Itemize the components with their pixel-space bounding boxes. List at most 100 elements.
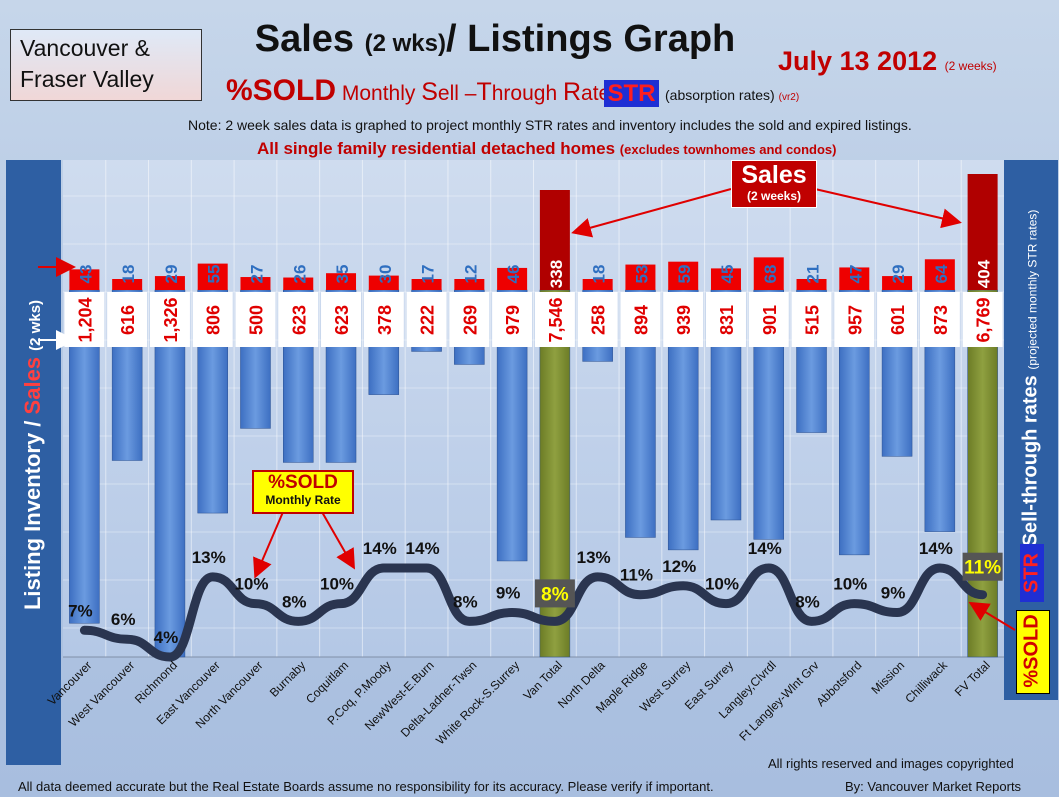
region-box: Vancouver & Fraser Valley — [10, 29, 202, 101]
category-label: White Rock-S.Surrey — [433, 658, 522, 747]
inventory-label-box — [620, 292, 661, 347]
subtitle-pct: %SOLD — [226, 74, 337, 107]
sold-rate-label: 14% — [363, 539, 397, 558]
sold-rate-label: 7% — [68, 601, 93, 620]
inventory-value-label: 222 — [418, 305, 438, 335]
sold-rate-label: 14% — [919, 539, 953, 558]
sales-bar — [154, 276, 185, 290]
inventory-value-label: 7,546 — [546, 297, 566, 342]
inventory-label-box — [791, 292, 832, 347]
sales-bar — [582, 279, 613, 290]
sales-value-label: 29 — [889, 265, 908, 284]
inventory-value-label: 831 — [717, 305, 737, 335]
sales-bar — [69, 269, 100, 290]
inventory-label-box — [577, 292, 618, 347]
inventory-label-box — [705, 292, 746, 347]
inventory-value-label: 873 — [931, 305, 951, 335]
sales-bar — [368, 275, 399, 290]
sales-callout-arrow-2 — [814, 188, 962, 229]
title-main: Sales — [254, 18, 355, 60]
inventory-value-label: 500 — [246, 305, 266, 335]
methodology-note: Note: 2 week sales data is graphed to pr… — [188, 117, 912, 133]
sales-value-label: 338 — [547, 260, 566, 288]
sold-rate-label: 10% — [833, 575, 867, 594]
sold-rate-label: 8% — [282, 592, 307, 611]
inventory-label-box — [663, 292, 704, 347]
sold-rate-label: 10% — [705, 575, 739, 594]
region-line-1: Vancouver & — [20, 35, 150, 61]
inventory-value-label: 901 — [760, 305, 780, 335]
sales-bar — [539, 190, 570, 290]
subtitle-r: R — [562, 78, 582, 106]
subtitle-t: T — [476, 78, 492, 106]
inventory-label-box — [962, 292, 1003, 347]
sold-rate-callout: %SOLD Monthly Rate — [252, 470, 354, 514]
inventory-label-box — [149, 292, 190, 347]
sales-callout-arrow-1 — [571, 188, 732, 238]
inventory-label-box — [107, 292, 148, 347]
sales-value-label: 18 — [119, 265, 138, 284]
sold-rate-label: 4% — [154, 628, 179, 647]
sold-rate-label: 10% — [234, 575, 268, 594]
category-label: Abbotsford — [813, 658, 864, 709]
disclaimer: All data deemed accurate but the Real Es… — [18, 779, 714, 794]
sales-bar — [411, 279, 442, 290]
str-badge: STR — [604, 80, 659, 107]
inventory-label-box — [449, 292, 490, 347]
sales-bars — [69, 174, 998, 290]
subtitle-c: hrough — [491, 82, 558, 105]
category-label: Ft Langley-Wlnt Grv — [736, 658, 821, 743]
left-axis-panel — [6, 160, 61, 765]
category-label: Mission — [869, 658, 908, 697]
annotation-arrows — [38, 188, 1016, 631]
sold-rate-labels: 7% 6% 4% 13% 10% 8% 10% 14% 14% 8% 9% 8% 13% 11% 12% 10… — [68, 539, 1003, 647]
sold-total-label: 8% — [541, 584, 569, 605]
sales-bar — [710, 268, 741, 290]
absorption-version: (vr2) — [778, 92, 800, 103]
scope-exclusion: (excludes townhomes and condos) — [619, 142, 837, 157]
subtitle-a: Monthly — [341, 82, 416, 105]
inventory-value-label: 1,204 — [75, 297, 95, 342]
sales-value-label: 35 — [333, 265, 352, 284]
sold-rate-label: 13% — [577, 548, 611, 567]
category-label: Delta-Ladner-Twsn — [398, 658, 480, 740]
category-label: Burnaby — [267, 658, 309, 700]
sold-rate-label: 12% — [662, 557, 696, 576]
sales-callout: Sales (2 weeks) — [731, 160, 817, 208]
inventory-value-label: 601 — [888, 305, 908, 335]
sold-rate-label: 8% — [453, 592, 478, 611]
scope-note: All single family residential detached h… — [257, 139, 837, 159]
inventory-value-label: 979 — [503, 305, 523, 335]
inventory-label-box — [834, 292, 875, 347]
inventory-value-label: 258 — [589, 305, 609, 335]
inventory-label-box — [748, 292, 789, 347]
scope-text: All single family residential detached h… — [257, 139, 616, 158]
sales-callout-sub: (2 weeks) — [746, 189, 802, 203]
region-line-2: Fraser Valley — [20, 66, 154, 92]
inventory-bar — [154, 289, 186, 658]
sold-rate-label: 9% — [496, 584, 521, 603]
sales-value-label: 68 — [761, 265, 780, 284]
sold-rate-label: 11% — [620, 566, 653, 585]
sold-callout-arrow-2 — [321, 511, 355, 570]
sales-value-label: 12 — [461, 265, 480, 284]
sales-bar — [283, 277, 314, 290]
report-date: July 13 2012 (2 weeks) — [778, 46, 997, 77]
report-date-text: July 13 2012 — [778, 46, 938, 76]
sales-value-label: 64 — [932, 264, 951, 283]
sales-bar — [240, 277, 271, 290]
category-label: Chilliwack — [902, 658, 950, 706]
subtitle-b: ell – — [437, 82, 477, 105]
sales-value-label: 26 — [290, 265, 309, 284]
inventory-value-label: 378 — [375, 305, 395, 335]
sales-value-label: 47 — [846, 265, 865, 284]
sales-value-label: 18 — [590, 265, 609, 284]
sales-value-label: 27 — [247, 265, 266, 284]
sales-value-label: 43 — [76, 265, 95, 284]
title-paren: (2 wks) — [364, 30, 446, 57]
sales-bar — [625, 264, 656, 290]
chart-title: Sales (2 wks)/ Listings Graph — [200, 18, 790, 61]
category-label: FV Total — [952, 658, 993, 699]
